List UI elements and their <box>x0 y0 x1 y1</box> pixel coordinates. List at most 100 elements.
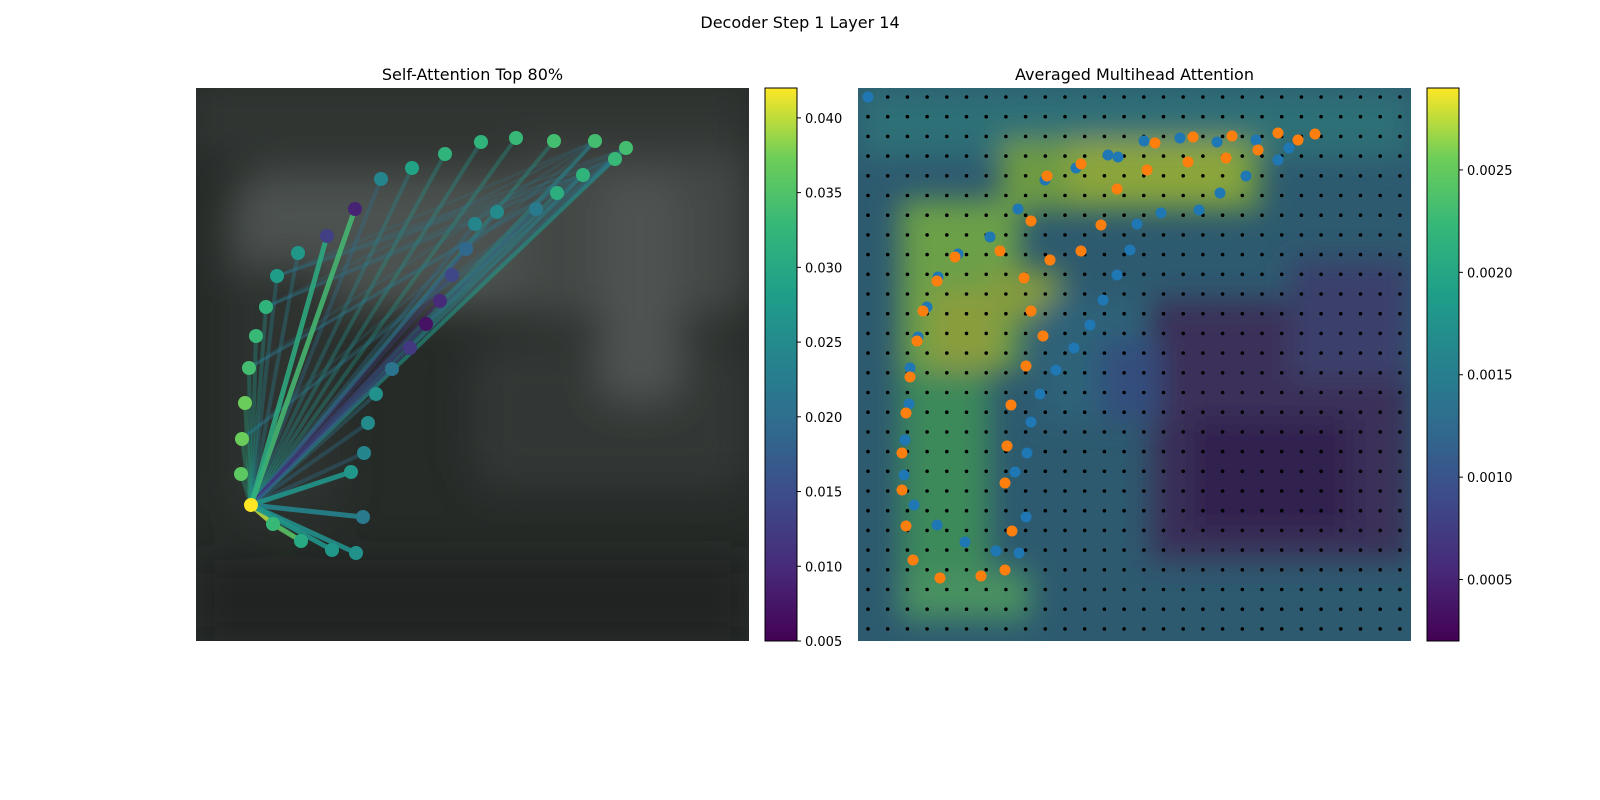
grid-dot <box>945 587 949 592</box>
reference-point-orange <box>1187 131 1199 143</box>
grid-dot <box>964 311 969 316</box>
grid-dot <box>1043 469 1048 474</box>
grid-dot <box>1043 134 1048 139</box>
grid-dot <box>1378 568 1382 572</box>
grid-dot <box>1260 587 1264 592</box>
token-point <box>588 134 602 148</box>
grid-dot <box>984 489 988 493</box>
grid-dot <box>866 587 870 592</box>
grid-dot <box>1398 114 1402 119</box>
grid-dot <box>866 292 870 296</box>
token-point <box>244 498 258 512</box>
grid-dot <box>905 114 910 119</box>
grid-dot <box>1082 430 1087 434</box>
grid-dot <box>1004 311 1008 316</box>
token-point <box>356 510 370 524</box>
grid-dot <box>1339 292 1343 296</box>
grid-dot <box>1043 568 1048 572</box>
grid-dot <box>1358 371 1363 375</box>
grid-dot <box>1142 430 1146 434</box>
reference-point-orange <box>1272 127 1284 139</box>
attention-edge <box>249 140 483 507</box>
grid-dot <box>1319 469 1323 474</box>
grid-dot <box>984 528 988 533</box>
grid-dot <box>905 568 910 572</box>
colorbar-tick-label: 0.015 <box>805 486 842 501</box>
reference-point-orange <box>1025 305 1037 317</box>
grid-dot <box>1181 548 1185 552</box>
grid-dot <box>1240 233 1245 237</box>
reference-point-orange <box>900 520 912 532</box>
grid-dot <box>1004 587 1008 592</box>
grid-dot <box>905 193 910 198</box>
grid-dot <box>1023 193 1028 198</box>
grid-dot <box>1122 193 1126 198</box>
grid-dot <box>866 252 870 257</box>
grid-dot <box>1299 430 1304 434</box>
background-blur <box>196 88 749 640</box>
grid-dot <box>1398 627 1402 631</box>
grid-dot <box>1122 351 1126 355</box>
grid-dot <box>945 607 949 611</box>
reference-point-blue <box>1124 244 1136 256</box>
token-point <box>238 396 252 410</box>
grid-dot <box>1240 154 1245 158</box>
reference-point-blue <box>908 499 920 511</box>
grid-dot <box>1240 311 1245 316</box>
grid-dot <box>1063 528 1067 533</box>
colorbar-ticks: 0.0005 0.0010 0.0015 0.0020 0.0025 <box>1459 164 1513 589</box>
grid-dot <box>1279 587 1284 592</box>
reference-point-blue <box>1112 151 1124 163</box>
grid-dot <box>885 430 890 434</box>
grid-dot <box>1102 233 1107 237</box>
grid-dot <box>1240 430 1245 434</box>
grid-dot <box>885 213 890 217</box>
grid-dot <box>1339 430 1343 434</box>
colorbar-gradient <box>1426 87 1460 642</box>
grid-dot <box>1181 252 1185 257</box>
grid-dot <box>1122 114 1126 119</box>
grid-dot <box>1161 371 1166 375</box>
grid-dot <box>1319 508 1323 513</box>
grid-dot <box>1201 607 1205 611</box>
attention-edge <box>240 157 617 441</box>
grid-dot <box>1201 311 1205 316</box>
token-point <box>369 387 383 401</box>
grid-dot <box>1181 390 1185 395</box>
reference-point-orange <box>1292 134 1304 146</box>
attention-edge <box>408 139 597 350</box>
grid-dot <box>1023 410 1028 415</box>
grid-dot <box>945 430 949 434</box>
reference-point-blue <box>1250 134 1262 146</box>
grid-dot <box>984 174 988 178</box>
grid-dot <box>1102 390 1107 395</box>
colorbar-tick-label: 0.025 <box>805 336 842 351</box>
grid-dot <box>964 607 969 611</box>
grid-dot <box>1201 292 1205 296</box>
grid-dot <box>1102 548 1107 552</box>
grid-dot <box>1142 252 1146 257</box>
grid-dot <box>1063 95 1067 99</box>
grid-dot <box>945 508 949 513</box>
token-point <box>459 242 473 256</box>
attention-edge <box>249 247 468 507</box>
grid-dot <box>1358 95 1363 99</box>
grid-dot <box>1181 311 1185 316</box>
grid-dot <box>1181 449 1185 454</box>
grid-dot <box>964 528 969 533</box>
grid-dot <box>945 548 949 552</box>
grid-dot <box>1023 627 1028 631</box>
token-point <box>419 317 433 331</box>
token-point <box>320 229 334 243</box>
grid-dot <box>1043 489 1048 493</box>
grid-dot <box>964 351 969 355</box>
grid-dot <box>984 134 988 139</box>
grid-dot <box>1378 390 1382 395</box>
grid-dot <box>1082 627 1087 631</box>
grid-dot <box>1240 548 1245 552</box>
grid-dot <box>925 174 929 178</box>
grid-dot <box>1004 114 1008 119</box>
reference-point-orange <box>911 335 923 347</box>
grid-dot <box>1082 114 1087 119</box>
grid-dot <box>945 469 949 474</box>
